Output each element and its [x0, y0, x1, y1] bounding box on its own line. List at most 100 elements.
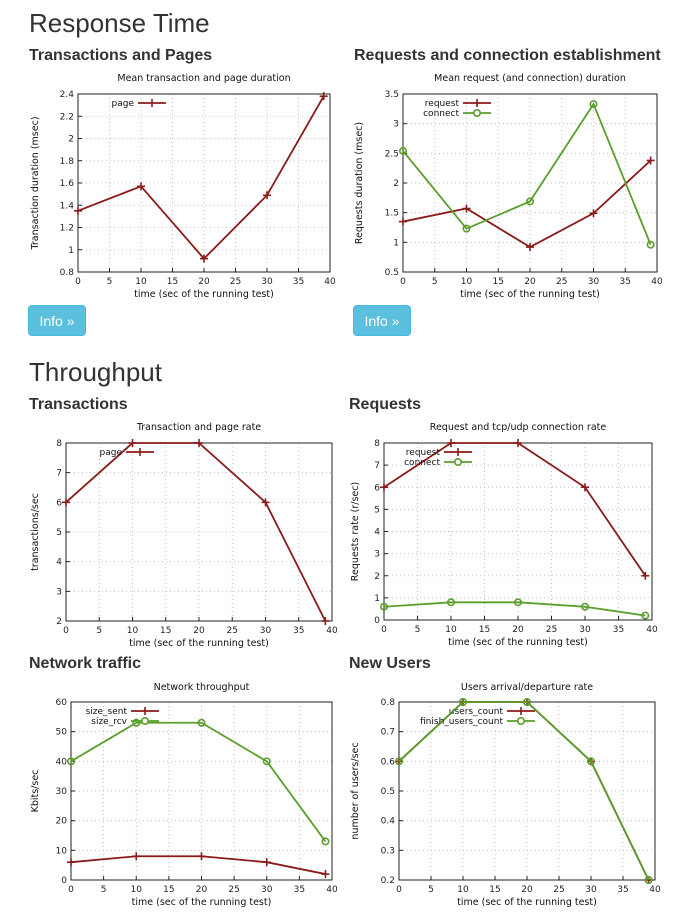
- legend-label-connect: connect: [423, 109, 459, 119]
- data-point-page: [321, 617, 330, 625]
- y-tick-label: 6: [56, 498, 62, 508]
- chart-heading-network-traffic: Network traffic: [29, 655, 142, 672]
- y-tick-label: 2.5: [385, 149, 399, 159]
- legend-label-page: page: [100, 448, 123, 458]
- data-point-connect: [641, 611, 650, 620]
- x-tick-label: 20: [521, 885, 533, 895]
- chart-title: Transaction and page rate: [136, 422, 261, 433]
- chart-network-throughput: 0 5 10 15 20 25 30 35 40 0 10 20 30 40 50 60 Network thr…: [30, 682, 338, 908]
- y-tick-label: 60: [56, 698, 68, 708]
- y-tick-label: 0.7: [381, 728, 395, 738]
- data-point-size_sent: [321, 870, 330, 879]
- info-button-transactions[interactable]: Info »: [28, 305, 86, 336]
- y-tick-label: 0.4: [381, 817, 396, 827]
- data-point-size_sent: [197, 852, 206, 861]
- chart-title: Users arrival/departure rate: [461, 682, 593, 693]
- series-line-size_rcv: [70, 721, 327, 842]
- x-tick-label: 35: [293, 277, 304, 287]
- data-point-page: [319, 92, 328, 101]
- chart-heading-new-users: New Users: [349, 655, 431, 672]
- x-tick-label: 10: [461, 277, 473, 287]
- y-tick-label: 7: [374, 461, 380, 471]
- x-tick-label: 20: [512, 625, 524, 635]
- data-point-finish_users_count: [587, 757, 596, 766]
- chart-title: Request and tcp/udp connection rate: [430, 422, 607, 433]
- y-tick-label: 4: [56, 558, 62, 568]
- x-tick-label: 30: [579, 625, 591, 635]
- x-tick-label: 30: [261, 885, 273, 895]
- x-tick-label: 5: [96, 626, 102, 636]
- data-point-page: [74, 206, 82, 215]
- x-tick-label: 0: [68, 885, 74, 895]
- x-axis-label: time (sec of the running test): [448, 637, 588, 648]
- y-axis-label: Transaction duration (msec): [30, 116, 41, 250]
- data-point-request: [641, 571, 650, 580]
- data-point-finish_users_count: [394, 757, 403, 766]
- y-tick-label: 3: [393, 120, 399, 130]
- y-tick-label: 5: [56, 528, 62, 538]
- x-tick-label: 10: [135, 277, 147, 287]
- y-tick-label: 3: [374, 550, 380, 560]
- y-tick-label: 0.3: [381, 846, 395, 856]
- chart-title: Network throughput: [154, 682, 250, 693]
- data-point-size_rcv: [132, 718, 141, 727]
- chart-title: Mean transaction and page duration: [117, 73, 290, 84]
- data-point-size_sent: [132, 852, 141, 861]
- y-tick-label: 3: [56, 587, 62, 597]
- data-point-size_rcv: [262, 757, 271, 766]
- x-tick-label: 0: [381, 625, 387, 635]
- y-tick-label: 2: [68, 135, 74, 145]
- data-point-connect: [514, 598, 523, 607]
- data-point-request: [447, 439, 455, 447]
- data-point-size_sent: [67, 858, 75, 867]
- x-tick-label: 0: [63, 626, 69, 636]
- x-tick-label: 5: [101, 885, 107, 895]
- section-title-throughput: Throughput: [29, 357, 162, 387]
- y-tick-label: 1.8: [60, 157, 75, 167]
- x-tick-label: 0: [396, 885, 402, 895]
- data-point-connect: [379, 602, 388, 611]
- x-tick-label: 40: [649, 885, 661, 895]
- y-tick-label: 2: [374, 572, 380, 582]
- chart-heading-transactions-pages: Transactions and Pages: [29, 47, 213, 64]
- x-tick-label: 10: [457, 885, 469, 895]
- y-tick-label: 1: [374, 594, 380, 604]
- x-tick-label: 10: [127, 626, 139, 636]
- x-tick-label: 25: [228, 885, 239, 895]
- y-tick-label: 1: [68, 246, 74, 256]
- x-tick-label: 15: [167, 277, 178, 287]
- x-tick-label: 15: [493, 277, 504, 287]
- data-point-page: [128, 439, 137, 447]
- x-tick-label: 15: [160, 626, 171, 636]
- data-point-page: [263, 191, 271, 200]
- legend-label-request: request: [425, 99, 460, 109]
- x-tick-label: 30: [261, 277, 273, 287]
- legend-marker-connect: [473, 108, 482, 117]
- x-tick-label: 35: [293, 626, 304, 636]
- y-tick-label: 0.8: [60, 268, 75, 278]
- y-tick-label: 1.5: [385, 209, 399, 219]
- data-point-request: [462, 204, 471, 213]
- x-tick-label: 10: [445, 625, 457, 635]
- x-tick-label: 20: [193, 626, 205, 636]
- x-axis-label: time (sec of the running test): [129, 638, 269, 649]
- x-axis-label: time (sec of the running test): [132, 897, 272, 908]
- legend-marker-size_rcv: [141, 716, 150, 725]
- x-tick-label: 30: [260, 626, 272, 636]
- legend-label-users_count: users_count: [449, 707, 504, 717]
- chart-title: Mean request (and connection) duration: [434, 73, 626, 84]
- y-tick-label: 5: [374, 505, 380, 515]
- info-button-requests[interactable]: Info »: [353, 305, 411, 336]
- y-tick-label: 1.2: [60, 224, 74, 234]
- data-point-finish_users_count: [523, 697, 532, 706]
- y-tick-label: 40: [56, 757, 68, 767]
- x-tick-label: 0: [75, 277, 81, 287]
- x-tick-label: 5: [432, 277, 438, 287]
- x-tick-label: 35: [617, 885, 628, 895]
- section-title-response-time: Response Time: [29, 8, 210, 38]
- y-tick-label: 0.2: [381, 876, 395, 886]
- legend-label-request: request: [406, 448, 441, 458]
- data-point-request: [581, 483, 589, 492]
- data-point-finish_users_count: [459, 697, 468, 706]
- x-tick-label: 25: [227, 626, 238, 636]
